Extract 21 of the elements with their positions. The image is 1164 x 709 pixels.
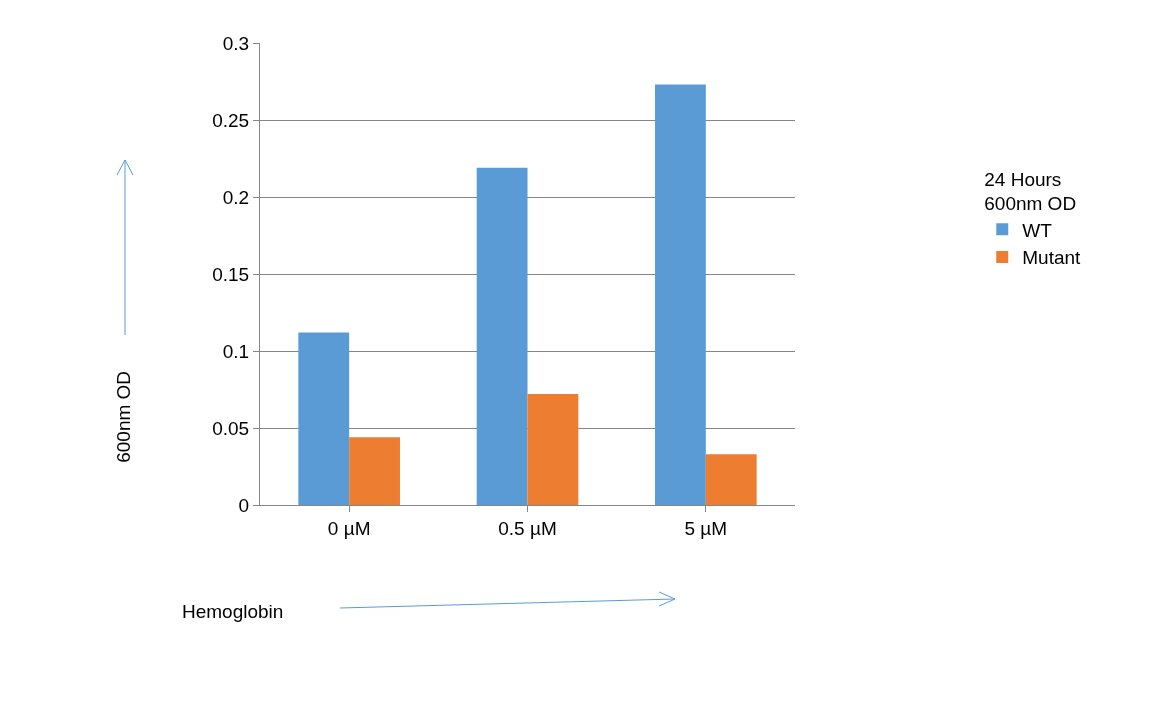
- y-tick-label: 0: [238, 494, 250, 516]
- x-axis-title: Hemoglobin: [182, 601, 284, 622]
- legend-label: WT: [1022, 219, 1053, 241]
- y-tick-label: 0.3: [222, 32, 250, 54]
- y-tick-label: 0.15: [212, 263, 250, 285]
- legend-label: Mutant: [1022, 247, 1082, 269]
- x-tick-label: 5 µM: [684, 517, 728, 539]
- y-axis-title: 600nm OD: [113, 370, 135, 463]
- y-tick-label: 0.2: [222, 186, 250, 208]
- bar: [527, 394, 579, 505]
- x-tick-label: 0 µM: [327, 517, 371, 539]
- y-tick-label: 0.1: [222, 340, 250, 362]
- bar: [476, 167, 528, 505]
- bar: [655, 84, 706, 505]
- x-tick-label: 0.5 µM: [498, 517, 557, 539]
- bar: [349, 437, 400, 505]
- y-tick-label: 0.25: [212, 109, 250, 131]
- bar: [705, 454, 757, 505]
- y-tick-label: 0.05: [212, 417, 250, 439]
- bar: [298, 332, 350, 505]
- legend-title: 24 Hours 600nm OD: [984, 168, 1077, 215]
